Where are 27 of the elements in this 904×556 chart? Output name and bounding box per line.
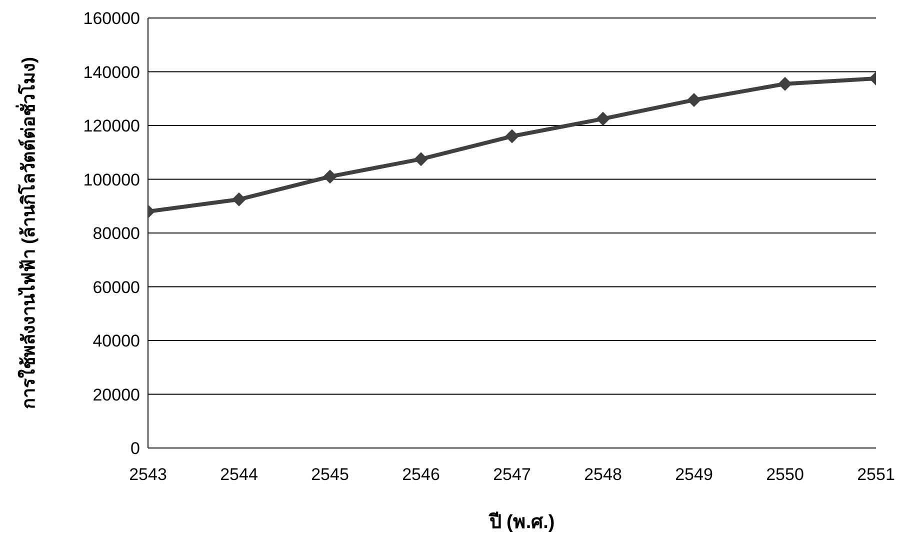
x-tick-label: 2545 xyxy=(311,465,349,484)
point xyxy=(414,152,428,166)
x-tick-label: 2544 xyxy=(220,465,258,484)
x-tick-label: 2550 xyxy=(766,465,804,484)
x-tick-label: 2547 xyxy=(493,465,531,484)
y-tick-label: 20000 xyxy=(92,385,140,404)
x-tick-label: 2548 xyxy=(584,465,622,484)
x-axis-title: ปี (พ.ศ.) xyxy=(488,510,556,535)
x-tick-label: 2551 xyxy=(857,465,895,484)
y-tick-label: 140000 xyxy=(83,62,140,82)
y-tick-label: 80000 xyxy=(92,224,140,244)
y-tick-label: 160000 xyxy=(83,9,140,28)
y-tick-label: 120000 xyxy=(83,116,140,136)
y-tick-label: 60000 xyxy=(92,278,140,297)
point xyxy=(323,170,337,184)
point xyxy=(687,92,701,107)
point xyxy=(505,129,519,144)
point xyxy=(596,112,610,126)
y-tick-label: 40000 xyxy=(92,332,140,351)
point xyxy=(778,76,792,91)
x-tick-label: 2546 xyxy=(402,465,440,484)
x-tick-label: 2543 xyxy=(129,465,167,484)
y-axis-title: การใช้พลังงานไฟฟ้า (ล้านกิโลวัตต์ต่อชั่วโมง) xyxy=(15,57,38,409)
y-tick-label: 100000 xyxy=(83,170,140,190)
point xyxy=(232,192,246,206)
x-tick-label: 2549 xyxy=(675,465,713,484)
y-tick-label: 0 xyxy=(130,439,140,458)
